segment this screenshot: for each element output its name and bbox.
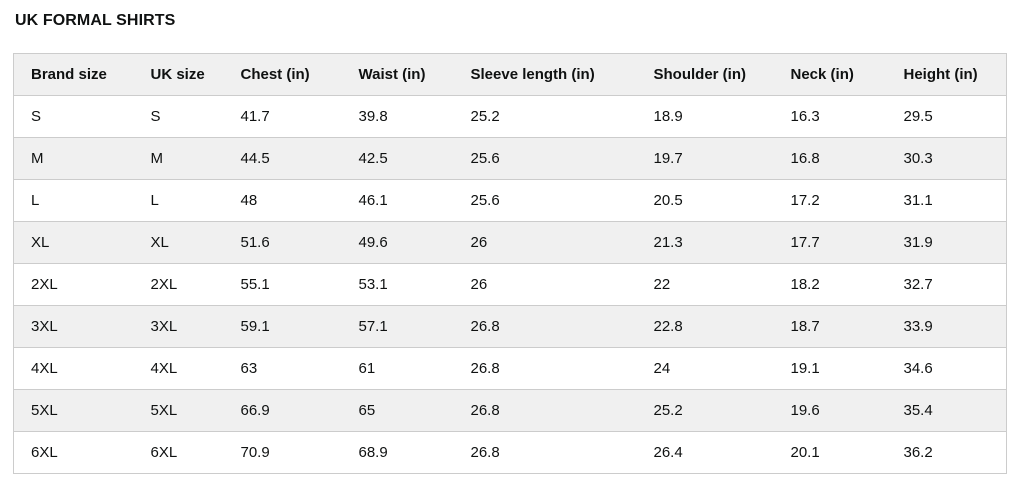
table-cell: 4XL <box>133 347 224 390</box>
table-cell: L <box>13 179 134 222</box>
table-cell: 20.5 <box>636 179 774 222</box>
table-cell: 24 <box>636 347 774 390</box>
table-cell: 26 <box>453 263 637 306</box>
table-cell: 19.7 <box>636 137 774 180</box>
table-cell: 29.5 <box>886 95 1007 138</box>
table-cell: 63 <box>223 347 342 390</box>
table-cell: 70.9 <box>223 431 342 474</box>
table-cell: 48 <box>223 179 342 222</box>
column-header-sleeve-length-in: Sleeve length (in) <box>453 53 637 96</box>
table-row: 6XL 6XL 70.9 68.9 26.8 26.4 20.1 36.2 <box>13 431 1007 474</box>
table-cell: 16.3 <box>773 95 887 138</box>
column-header-brand-size: Brand size <box>13 53 134 96</box>
table-cell: 17.7 <box>773 221 887 264</box>
table-header: Brand size UK size Chest (in) Waist (in) Sle… <box>13 53 1007 96</box>
table-row: 3XL 3XL 59.1 57.1 26.8 22.8 18.7 33.9 <box>13 305 1007 348</box>
table-cell: M <box>133 137 224 180</box>
table-cell: 39.8 <box>341 95 454 138</box>
table-cell: 30.3 <box>886 137 1007 180</box>
table-cell: 31.1 <box>886 179 1007 222</box>
table-cell: 19.6 <box>773 389 887 432</box>
column-header-uk-size: UK size <box>133 53 224 96</box>
table-cell: XL <box>133 221 224 264</box>
table-cell: 5XL <box>13 389 134 432</box>
table-cell: 26.4 <box>636 431 774 474</box>
table-cell: 35.4 <box>886 389 1007 432</box>
column-header-neck-in: Neck (in) <box>773 53 887 96</box>
table-row: 2XL 2XL 55.1 53.1 26 22 18.2 32.7 <box>13 263 1007 306</box>
table-body: S S 41.7 39.8 25.2 18.9 16.3 29.5 M M 44.5 42.5 25.6… <box>13 95 1007 474</box>
table-cell: 36.2 <box>886 431 1007 474</box>
table-cell: 33.9 <box>886 305 1007 348</box>
table-cell: 6XL <box>13 431 134 474</box>
table-cell: 53.1 <box>341 263 454 306</box>
table-cell: 26.8 <box>453 431 637 474</box>
table-row: 5XL 5XL 66.9 65 26.8 25.2 19.6 35.4 <box>13 389 1007 432</box>
table-row: L L 48 46.1 25.6 20.5 17.2 31.1 <box>13 179 1007 222</box>
table-row: S S 41.7 39.8 25.2 18.9 16.3 29.5 <box>13 95 1007 138</box>
table-cell: S <box>133 95 224 138</box>
table-cell: 22 <box>636 263 774 306</box>
table-cell: 66.9 <box>223 389 342 432</box>
table-cell: 25.6 <box>453 179 637 222</box>
page-title: UK FORMAL SHIRTS <box>15 12 176 29</box>
column-header-waist-in: Waist (in) <box>341 53 454 96</box>
table-cell: 25.2 <box>636 389 774 432</box>
table-cell: 26.8 <box>453 347 637 390</box>
table-cell: 3XL <box>133 305 224 348</box>
table-cell: 57.1 <box>341 305 454 348</box>
table-cell: 25.2 <box>453 95 637 138</box>
table-cell: 55.1 <box>223 263 342 306</box>
table-cell: 18.7 <box>773 305 887 348</box>
column-header-shoulder-in: Shoulder (in) <box>636 53 774 96</box>
table-cell: 31.9 <box>886 221 1007 264</box>
table-cell: M <box>13 137 134 180</box>
column-header-chest-in: Chest (in) <box>223 53 342 96</box>
table-cell: 26.8 <box>453 305 637 348</box>
table-cell: 18.9 <box>636 95 774 138</box>
table-cell: 51.6 <box>223 221 342 264</box>
table-cell: 26 <box>453 221 637 264</box>
table-cell: 25.6 <box>453 137 637 180</box>
table-cell: 2XL <box>133 263 224 306</box>
table-cell: 41.7 <box>223 95 342 138</box>
table-cell: 32.7 <box>886 263 1007 306</box>
column-header-height-in: Height (in) <box>886 53 1007 96</box>
size-chart-table: Brand size UK size Chest (in) Waist (in) Sle… <box>13 53 1007 474</box>
table-row: XL XL 51.6 49.6 26 21.3 17.7 31.9 <box>13 221 1007 264</box>
table-cell: 26.8 <box>453 389 637 432</box>
table-cell: 44.5 <box>223 137 342 180</box>
table-cell: S <box>13 95 134 138</box>
table-cell: 49.6 <box>341 221 454 264</box>
table-cell: 46.1 <box>341 179 454 222</box>
table-header-row: Brand size UK size Chest (in) Waist (in) Sle… <box>13 53 1007 96</box>
table-cell: 61 <box>341 347 454 390</box>
table-cell: XL <box>13 221 134 264</box>
table-cell: 42.5 <box>341 137 454 180</box>
table-cell: 59.1 <box>223 305 342 348</box>
table-cell: 18.2 <box>773 263 887 306</box>
table-cell: 21.3 <box>636 221 774 264</box>
table-cell: 17.2 <box>773 179 887 222</box>
table-cell: 34.6 <box>886 347 1007 390</box>
table-cell: 16.8 <box>773 137 887 180</box>
table-cell: 2XL <box>13 263 134 306</box>
table-cell: 3XL <box>13 305 134 348</box>
table-cell: 19.1 <box>773 347 887 390</box>
table-cell: 68.9 <box>341 431 454 474</box>
table-cell: 20.1 <box>773 431 887 474</box>
table-cell: 6XL <box>133 431 224 474</box>
table-cell: L <box>133 179 224 222</box>
table-cell: 65 <box>341 389 454 432</box>
table-cell: 4XL <box>13 347 134 390</box>
table-row: M M 44.5 42.5 25.6 19.7 16.8 30.3 <box>13 137 1007 180</box>
table-row: 4XL 4XL 63 61 26.8 24 19.1 34.6 <box>13 347 1007 390</box>
table-cell: 22.8 <box>636 305 774 348</box>
table-cell: 5XL <box>133 389 224 432</box>
